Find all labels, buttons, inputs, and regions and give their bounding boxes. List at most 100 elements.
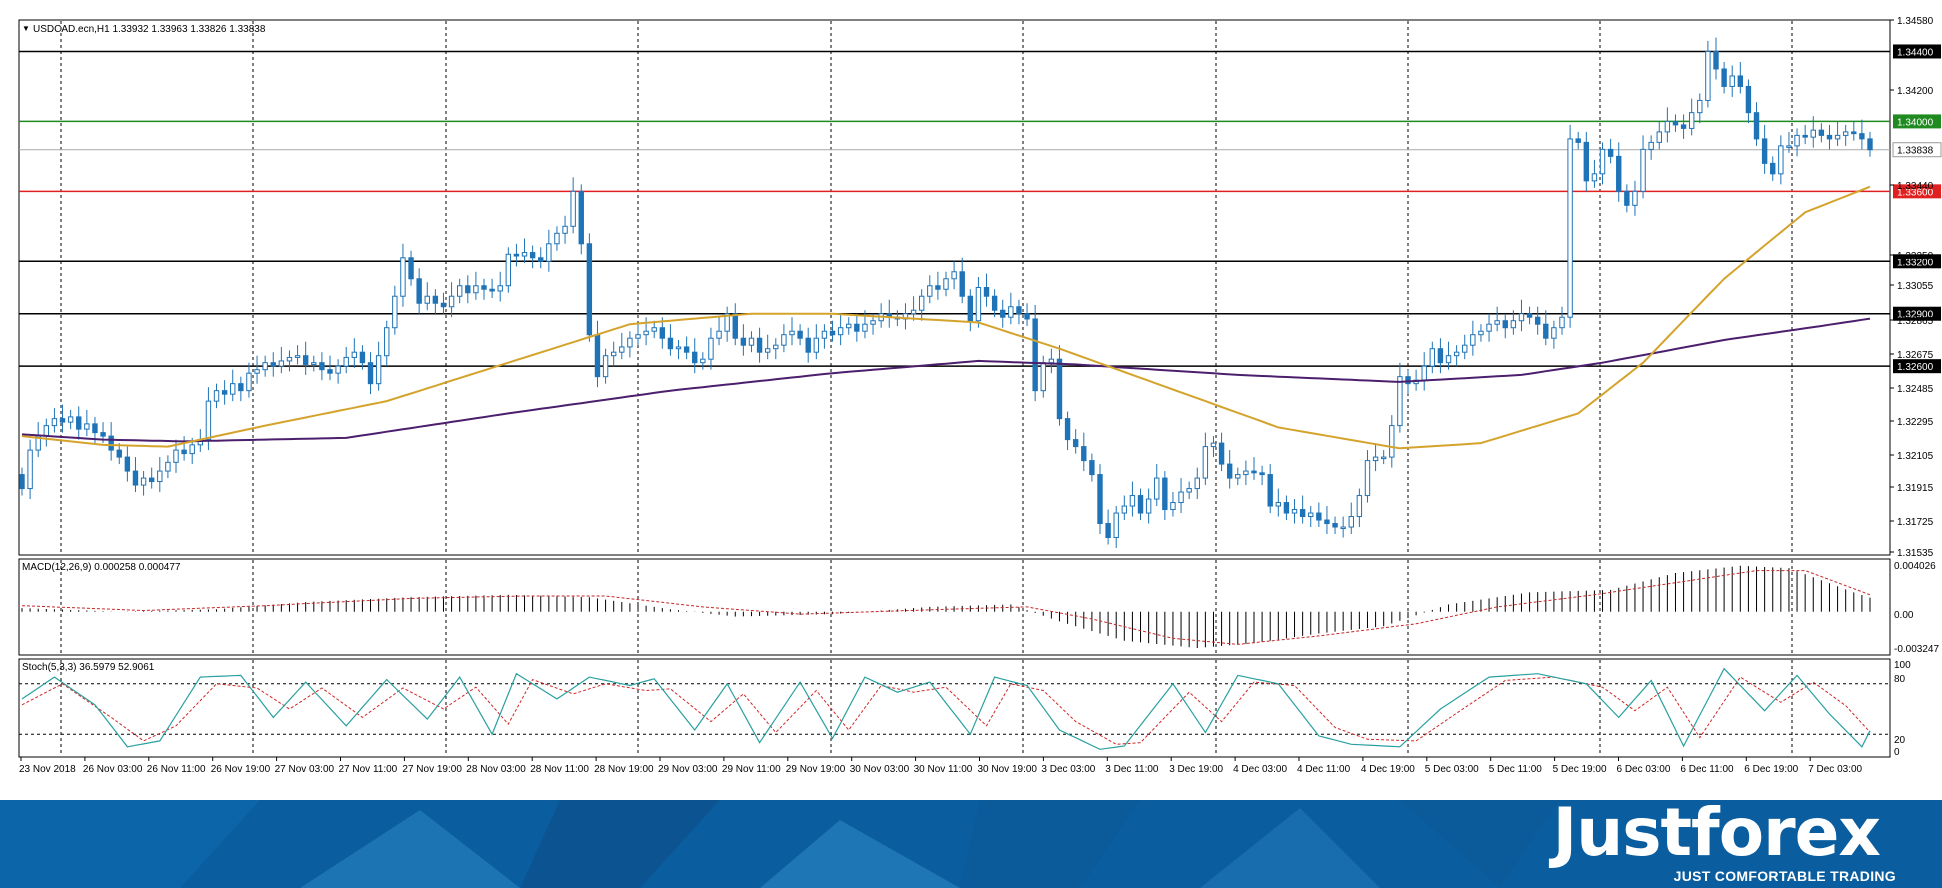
candle-body-227	[1859, 133, 1865, 140]
candle-body-44	[375, 355, 382, 385]
candle-body-80	[667, 337, 674, 350]
candle-body-160	[1316, 512, 1322, 521]
candle-body-213	[1745, 85, 1752, 114]
price-tick-label-12: 1.31535	[1897, 548, 1934, 559]
candle-body-28	[246, 372, 252, 392]
candle-body-50	[424, 295, 430, 304]
candle-body-35	[302, 355, 309, 365]
price-tick-label-0: 1.34580	[1897, 16, 1934, 27]
stoch-tick-1: 80	[1894, 674, 1906, 685]
candle-body-145	[1194, 477, 1200, 490]
candle-body-81	[675, 346, 682, 350]
candle-body-29	[254, 369, 260, 374]
chart-svg: 1.34400 1.34000 1.33838 1.33600 1.33200 1.329…	[18, 16, 1942, 775]
level-tag-3	[1893, 184, 1941, 199]
candle-body-171	[1405, 376, 1411, 385]
candle-body-173	[1421, 365, 1427, 381]
candle-body-151	[1243, 470, 1249, 476]
candle-body-21	[189, 444, 195, 455]
stoch-d-line	[21, 676, 1871, 745]
candle-body-195	[1599, 148, 1606, 175]
candle-body-174	[1429, 348, 1436, 367]
candle-body-9	[92, 423, 98, 434]
candle-body-113	[935, 285, 941, 290]
candle-body-102	[846, 323, 852, 329]
candle-body-39	[335, 365, 341, 374]
candle-body-201	[1648, 141, 1654, 150]
candle-body-139	[1145, 498, 1152, 514]
price-tick-label-10: 1.31915	[1897, 483, 1934, 494]
candle-body-97	[805, 337, 811, 353]
time-label-18: 3 Dec 19:00	[1169, 764, 1223, 775]
candle-body-88	[732, 313, 738, 339]
candle-body-4	[51, 418, 58, 427]
candle-body-209	[1713, 50, 1719, 70]
candle-body-110	[910, 309, 917, 315]
price-tick-label-4: 1.33055	[1897, 281, 1934, 292]
candle-body-100	[829, 330, 836, 336]
candle-body-134	[1105, 523, 1111, 539]
candle-body-61	[513, 253, 520, 257]
candle-body-207	[1697, 99, 1703, 114]
candle-body-150	[1235, 474, 1241, 479]
level-tag-label-5: 1.32900	[1897, 310, 1934, 321]
time-label-1: 26 Nov 03:00	[83, 764, 143, 775]
candle-body-79	[659, 327, 666, 339]
candle-body-73	[610, 351, 617, 357]
candle-body-135	[1113, 512, 1119, 539]
candle-body-224	[1834, 134, 1841, 140]
candle-body-112	[927, 285, 933, 297]
candle-body-133	[1097, 474, 1103, 525]
candle-body-14	[132, 470, 139, 486]
candle-body-161	[1324, 519, 1330, 525]
candle-body-48	[408, 257, 414, 280]
candle-body-192	[1575, 138, 1581, 143]
candle-body-215	[1761, 138, 1768, 164]
time-label-15: 30 Nov 19:00	[978, 764, 1038, 775]
brand-tagline: JUST COMFORTABLE TRADING	[1673, 868, 1896, 884]
time-label-24: 5 Dec 19:00	[1553, 764, 1607, 775]
candle-body-202	[1656, 131, 1662, 143]
candle-body-84	[700, 358, 706, 364]
price-tick-label-3: 1.33250	[1897, 251, 1934, 262]
candle-body-55	[465, 285, 471, 294]
candle-body-87	[724, 313, 730, 332]
candle-body-74	[619, 346, 625, 353]
time-label-6: 27 Nov 19:00	[402, 764, 462, 775]
candle-body-208	[1705, 50, 1711, 101]
candle-body-170	[1397, 376, 1403, 427]
candle-body-130	[1072, 439, 1079, 448]
time-label-17: 3 Dec 11:00	[1105, 764, 1159, 775]
time-label-0: 23 Nov 2018	[19, 764, 76, 775]
time-label-3: 26 Nov 19:00	[211, 764, 271, 775]
candle-body-142	[1170, 502, 1176, 511]
level-tag-label-2: 1.33838	[1897, 146, 1934, 157]
candle-body-56	[473, 285, 479, 294]
candle-body-147	[1210, 442, 1217, 448]
candle-body-11	[108, 435, 114, 451]
candle-body-66	[554, 232, 560, 245]
candle-body-54	[456, 285, 463, 297]
candle-body-26	[230, 383, 236, 395]
level-tag-label-6: 1.32600	[1897, 362, 1934, 373]
macd-tick-2: -0.003247	[1894, 644, 1939, 655]
candle-body-83	[692, 351, 698, 364]
candle-body-223	[1826, 134, 1833, 140]
candle-body-179	[1470, 334, 1476, 346]
time-label-9: 28 Nov 19:00	[594, 764, 654, 775]
time-label-14: 30 Nov 11:00	[914, 764, 973, 775]
candle-body-140	[1154, 477, 1160, 500]
candle-body-204	[1672, 120, 1679, 126]
candle-body-168	[1380, 456, 1387, 460]
candle-body-49	[416, 278, 422, 304]
candle-body-184	[1510, 320, 1517, 329]
candle-body-53	[448, 295, 455, 308]
candle-body-188	[1543, 323, 1549, 339]
level-tag-label-3: 1.33600	[1897, 187, 1934, 198]
time-label-4: 27 Nov 03:00	[275, 764, 335, 775]
candle-body-220	[1802, 134, 1808, 138]
candle-body-27	[238, 383, 244, 392]
time-label-12: 29 Nov 19:00	[786, 764, 846, 775]
candle-body-51	[432, 295, 439, 304]
candle-body-24	[213, 390, 220, 402]
